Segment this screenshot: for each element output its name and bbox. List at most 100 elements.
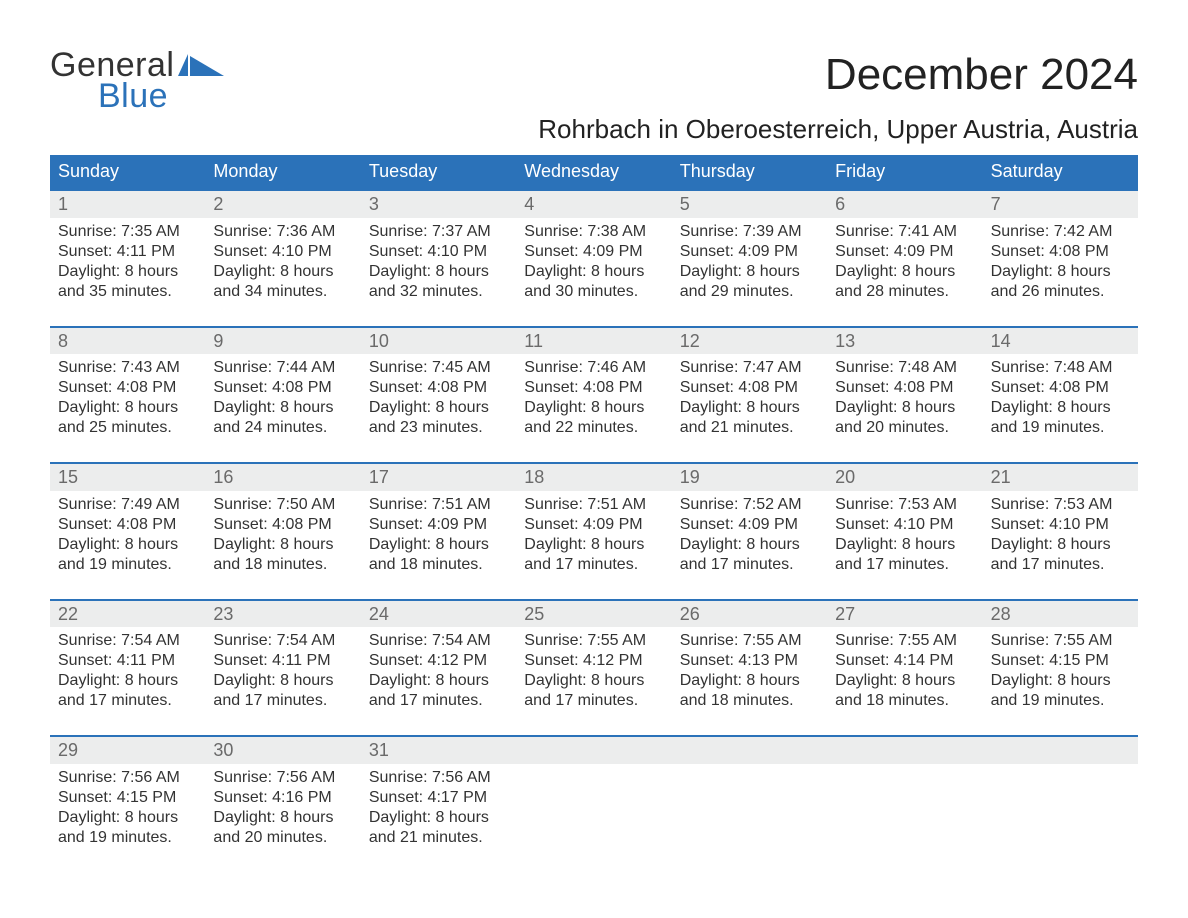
daylight-line-1: Daylight: 8 hours	[835, 671, 974, 691]
daylight-line-1: Daylight: 8 hours	[213, 262, 352, 282]
sunrise-line: Sunrise: 7:38 AM	[524, 222, 663, 242]
sunrise-line: Sunrise: 7:51 AM	[524, 495, 663, 515]
sunset-line: Sunset: 4:08 PM	[213, 515, 352, 535]
sunrise-line: Sunrise: 7:50 AM	[213, 495, 352, 515]
day-body: Sunrise: 7:39 AMSunset: 4:09 PMDaylight:…	[680, 222, 819, 302]
sunset-line: Sunset: 4:10 PM	[835, 515, 974, 535]
sunrise-line: Sunrise: 7:48 AM	[835, 358, 974, 378]
day-number-row: 31	[361, 737, 516, 764]
day-number-row: 18	[516, 464, 671, 491]
title-month-year: December 2024	[538, 50, 1138, 100]
daylight-line-1: Daylight: 8 hours	[58, 535, 197, 555]
day-number-row: 3	[361, 191, 516, 218]
daylight-line-1: Daylight: 8 hours	[58, 398, 197, 418]
day-number: 31	[361, 740, 389, 760]
daylight-line-1: Daylight: 8 hours	[369, 671, 508, 691]
day-number-row: 16	[205, 464, 360, 491]
calendar-day: 21Sunrise: 7:53 AMSunset: 4:10 PMDayligh…	[983, 464, 1138, 581]
day-number: 18	[516, 467, 544, 487]
daylight-line-2: and 32 minutes.	[369, 282, 508, 302]
day-number-row: 1	[50, 191, 205, 218]
day-number: 2	[205, 194, 223, 214]
daylight-line-1: Daylight: 8 hours	[213, 398, 352, 418]
sunset-line: Sunset: 4:11 PM	[58, 651, 197, 671]
sunrise-line: Sunrise: 7:37 AM	[369, 222, 508, 242]
sunset-line: Sunset: 4:09 PM	[835, 242, 974, 262]
daylight-line-2: and 19 minutes.	[991, 418, 1130, 438]
day-number-row: 19	[672, 464, 827, 491]
day-number: .	[672, 740, 685, 760]
daylight-line-1: Daylight: 8 hours	[680, 671, 819, 691]
daylight-line-1: Daylight: 8 hours	[680, 535, 819, 555]
calendar-day: 2 Sunrise: 7:36 AMSunset: 4:10 PMDaylight…	[205, 191, 360, 308]
day-body: Sunrise: 7:54 AMSunset: 4:12 PMDaylight:…	[369, 631, 508, 711]
sunset-line: Sunset: 4:08 PM	[369, 378, 508, 398]
daylight-line-1: Daylight: 8 hours	[680, 262, 819, 282]
daylight-line-2: and 19 minutes.	[58, 828, 197, 848]
day-number: 11	[516, 331, 543, 351]
day-body: Sunrise: 7:36 AMSunset: 4:10 PMDaylight:…	[213, 222, 352, 302]
daylight-line-2: and 19 minutes.	[991, 691, 1130, 711]
daylight-line-1: Daylight: 8 hours	[991, 671, 1130, 691]
weekday-wednesday: Wednesday	[516, 155, 671, 189]
day-number: 8	[50, 331, 68, 351]
sunrise-line: Sunrise: 7:41 AM	[835, 222, 974, 242]
day-body: Sunrise: 7:55 AMSunset: 4:14 PMDaylight:…	[835, 631, 974, 711]
day-number: 25	[516, 604, 544, 624]
sunset-line: Sunset: 4:14 PM	[835, 651, 974, 671]
day-number: 30	[205, 740, 233, 760]
day-number: 27	[827, 604, 855, 624]
sunset-line: Sunset: 4:08 PM	[680, 378, 819, 398]
daylight-line-1: Daylight: 8 hours	[524, 398, 663, 418]
sunrise-line: Sunrise: 7:53 AM	[991, 495, 1130, 515]
daylight-line-2: and 17 minutes.	[524, 555, 663, 575]
day-number: 28	[983, 604, 1011, 624]
title-block: December 2024 Rohrbach in Oberoesterreic…	[538, 50, 1138, 155]
sunrise-line: Sunrise: 7:55 AM	[835, 631, 974, 651]
sunset-line: Sunset: 4:08 PM	[991, 378, 1130, 398]
day-number-row: 10	[361, 328, 516, 355]
day-body: Sunrise: 7:50 AMSunset: 4:08 PMDaylight:…	[213, 495, 352, 575]
calendar-day: 1Sunrise: 7:35 AMSunset: 4:11 PMDaylight…	[50, 191, 205, 308]
day-number-row: .	[672, 737, 827, 764]
calendar-day: .	[516, 737, 671, 854]
daylight-line-1: Daylight: 8 hours	[835, 398, 974, 418]
day-number-row: 11	[516, 328, 671, 355]
day-number: 17	[361, 467, 389, 487]
daylight-line-1: Daylight: 8 hours	[991, 398, 1130, 418]
calendar-day: 7Sunrise: 7:42 AMSunset: 4:08 PMDaylight…	[983, 191, 1138, 308]
day-number-row: 6	[827, 191, 982, 218]
day-body: Sunrise: 7:41 AMSunset: 4:09 PMDaylight:…	[835, 222, 974, 302]
day-body: Sunrise: 7:51 AMSunset: 4:09 PMDaylight:…	[369, 495, 508, 575]
calendar-week: 29Sunrise: 7:56 AMSunset: 4:15 PMDayligh…	[50, 735, 1138, 854]
day-number: 12	[672, 331, 700, 351]
day-body: Sunrise: 7:38 AMSunset: 4:09 PMDaylight:…	[524, 222, 663, 302]
sunset-line: Sunset: 4:15 PM	[58, 788, 197, 808]
day-number: 6	[827, 194, 845, 214]
day-body: Sunrise: 7:49 AMSunset: 4:08 PMDaylight:…	[58, 495, 197, 575]
day-number-row: 14	[983, 328, 1138, 355]
daylight-line-1: Daylight: 8 hours	[369, 398, 508, 418]
daylight-line-1: Daylight: 8 hours	[58, 671, 197, 691]
day-number-row: 26	[672, 601, 827, 628]
sunset-line: Sunset: 4:09 PM	[369, 515, 508, 535]
sunrise-line: Sunrise: 7:46 AM	[524, 358, 663, 378]
daylight-line-1: Daylight: 8 hours	[213, 535, 352, 555]
weekday-saturday: Saturday	[983, 155, 1138, 189]
daylight-line-1: Daylight: 8 hours	[213, 808, 352, 828]
sunrise-line: Sunrise: 7:53 AM	[835, 495, 974, 515]
day-number-row: 8	[50, 328, 205, 355]
sunset-line: Sunset: 4:12 PM	[369, 651, 508, 671]
calendar-day: 23Sunrise: 7:54 AMSunset: 4:11 PMDayligh…	[205, 601, 360, 718]
day-number-row: 5	[672, 191, 827, 218]
day-body: Sunrise: 7:45 AMSunset: 4:08 PMDaylight:…	[369, 358, 508, 438]
calendar-week: 8Sunrise: 7:43 AMSunset: 4:08 PMDaylight…	[50, 326, 1138, 445]
sunrise-line: Sunrise: 7:39 AM	[680, 222, 819, 242]
day-body: Sunrise: 7:44 AMSunset: 4:08 PMDaylight:…	[213, 358, 352, 438]
page: General Blue December 2024 Rohrbach in O…	[0, 0, 1188, 912]
sunrise-line: Sunrise: 7:56 AM	[58, 768, 197, 788]
sunset-line: Sunset: 4:15 PM	[991, 651, 1130, 671]
day-number: 3	[361, 194, 379, 214]
day-number-row: 2	[205, 191, 360, 218]
day-body: Sunrise: 7:51 AMSunset: 4:09 PMDaylight:…	[524, 495, 663, 575]
